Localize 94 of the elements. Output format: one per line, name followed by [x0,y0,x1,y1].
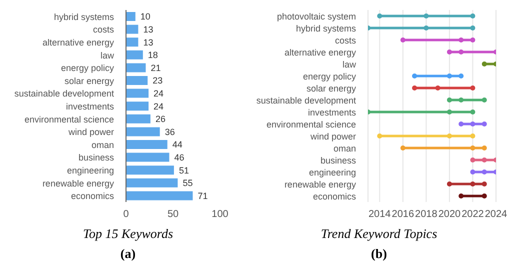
point [470,146,476,150]
x-tick-label: 2016 [392,209,414,220]
y-tick-label: economics [312,192,356,202]
y-tick-label: energy policy [60,63,114,74]
y-tick-label: costs [334,36,356,46]
point [446,74,452,78]
point [446,182,452,186]
point [482,62,487,66]
y-tick-label: investments [66,102,114,112]
data-label: 44 [172,140,182,150]
point [470,182,476,186]
data-label: 51 [178,165,189,176]
x-tick-label: 2022 [462,209,484,220]
point [435,86,440,90]
text: (a) [120,246,136,262]
y-tick-label: alternative energy [42,38,114,48]
point [400,146,406,150]
bar [126,24,138,34]
y-tick-label: investments [308,108,356,118]
text: (b) [371,246,387,262]
point [482,194,487,198]
text: Trend Keyword Topics [320,226,438,242]
text: Top 15 Keywords [82,226,174,242]
y-tick-label: energy policy [302,72,356,82]
x-tick-label: 2014 [368,209,392,220]
x-tick-label: 2020 [438,209,462,220]
x-tick-label: 2024 [484,209,508,220]
point [470,158,476,162]
y-tick-label: environmental science [266,120,356,130]
bar [126,76,148,85]
data-label: 71 [198,190,208,201]
point [458,74,464,78]
y-tick-label: oman [91,140,114,150]
y-tick-label: solar energy [64,76,114,86]
data-label: 23 [152,76,163,86]
data-label: 21 [150,62,161,73]
y-tick-label: engineering [66,166,114,176]
y-tick-label: environmental science [24,114,114,124]
point [377,134,382,138]
bar [126,63,146,72]
y-tick-label: wind power [67,127,114,138]
x-tick-label: 0 [123,209,130,220]
y-tick-label: solar energy [306,84,356,94]
y-tick-label: renewable energy [42,178,114,188]
data-label: 24 [154,101,164,112]
bar [126,102,149,111]
point [470,134,476,138]
bar [126,140,168,149]
data-label: 13 [143,37,154,48]
y-tick-label: business [320,156,356,166]
bar [126,191,193,200]
bar [126,178,178,188]
bar [126,88,149,98]
point [412,86,418,90]
y-tick-label: photovoltaic system [276,12,356,22]
data-label: 55 [182,178,193,188]
bar [126,127,160,136]
y-tick-label: engineering [308,168,356,178]
y-tick-label: hybrid systems [296,24,356,34]
bar [126,12,136,21]
data-label: 26 [155,114,166,124]
y-tick-label: law [100,50,114,60]
point [470,86,476,90]
bar [126,50,143,60]
y-tick-label: renewable energy [284,180,356,190]
y-tick-label: wind power [309,132,356,142]
data-label: 36 [164,126,175,137]
data-label: 18 [148,50,158,60]
y-tick-label: law [342,60,356,70]
y-tick-label: costs [92,24,114,35]
bar [126,114,150,124]
data-label: 24 [154,88,164,98]
x-tick-label: 50 [167,209,179,220]
y-tick-label: oman [333,144,356,154]
data-label: 13 [143,24,154,34]
y-tick-label: hybrid systems [54,12,114,22]
y-tick-label: business [78,152,114,163]
y-tick-label: sustainable development [14,88,114,99]
x-tick-label: 2018 [415,209,438,220]
bar [126,166,174,175]
point [446,134,452,138]
y-tick-label: economics [70,191,114,202]
point [482,146,487,150]
bar [126,152,170,162]
point [482,158,487,162]
data-label: 10 [140,12,150,22]
point [482,182,487,186]
point [458,194,464,198]
bar [126,38,138,47]
data-label: 46 [174,152,184,162]
point [412,74,418,78]
y-tick-label: alternative energy [284,48,356,58]
y-tick-label: sustainable development [256,96,356,106]
x-tick-label: 100 [212,209,229,220]
